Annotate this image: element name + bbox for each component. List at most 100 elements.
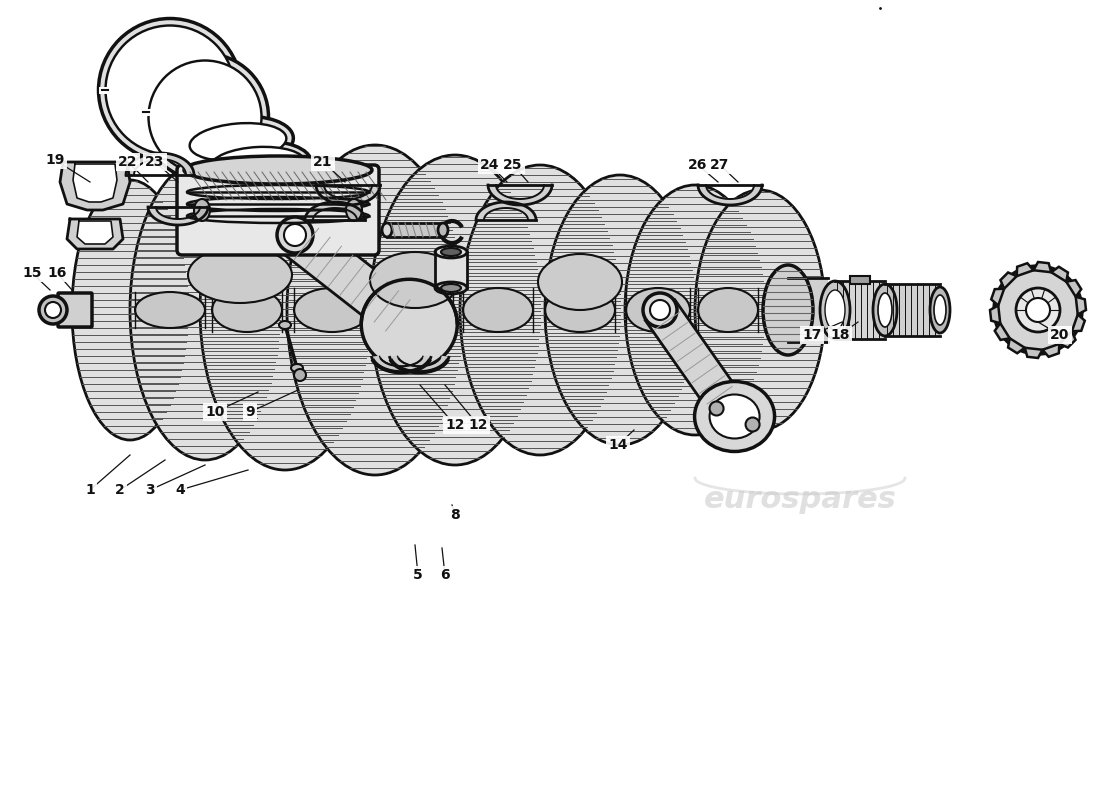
Ellipse shape [625, 185, 764, 435]
Text: 22: 22 [119, 155, 138, 169]
Polygon shape [282, 218, 422, 342]
Bar [90, 292, 850, 328]
Ellipse shape [698, 288, 758, 332]
Text: 9: 9 [245, 405, 255, 419]
Text: 19: 19 [45, 153, 65, 167]
Text: 15: 15 [22, 266, 42, 280]
Ellipse shape [287, 145, 463, 475]
Text: 26: 26 [689, 158, 707, 172]
Ellipse shape [544, 288, 615, 332]
Ellipse shape [382, 223, 392, 237]
Text: 17: 17 [802, 328, 822, 342]
Ellipse shape [930, 287, 950, 333]
Text: 27: 27 [711, 158, 729, 172]
Ellipse shape [695, 190, 825, 430]
Polygon shape [488, 185, 552, 205]
Polygon shape [77, 221, 113, 244]
Ellipse shape [544, 175, 695, 445]
Polygon shape [1043, 344, 1059, 357]
Polygon shape [148, 207, 208, 225]
Ellipse shape [370, 155, 540, 465]
Text: 18: 18 [830, 328, 849, 342]
Text: 25: 25 [504, 158, 522, 172]
Ellipse shape [538, 254, 621, 310]
Text: 1: 1 [85, 483, 95, 497]
Ellipse shape [183, 116, 294, 168]
Polygon shape [1071, 314, 1085, 331]
Text: 8: 8 [450, 508, 460, 522]
Text: 23: 23 [145, 155, 165, 169]
Ellipse shape [825, 290, 845, 330]
Polygon shape [991, 289, 1004, 306]
Text: 12: 12 [469, 418, 487, 432]
Bar [788, 278, 828, 342]
Polygon shape [372, 356, 431, 372]
Ellipse shape [763, 265, 813, 355]
Ellipse shape [188, 247, 292, 303]
Ellipse shape [72, 180, 188, 440]
Ellipse shape [189, 123, 286, 161]
Text: 21: 21 [314, 155, 332, 169]
Ellipse shape [284, 224, 306, 246]
Ellipse shape [878, 293, 892, 327]
Ellipse shape [45, 302, 60, 318]
Text: 16: 16 [47, 266, 67, 280]
Ellipse shape [377, 288, 453, 332]
Circle shape [746, 418, 760, 431]
Text: 6: 6 [440, 568, 450, 582]
FancyBboxPatch shape [177, 165, 380, 255]
Polygon shape [305, 202, 365, 220]
Ellipse shape [211, 147, 305, 181]
Ellipse shape [106, 26, 234, 154]
Ellipse shape [135, 292, 205, 328]
Ellipse shape [626, 288, 690, 332]
Ellipse shape [873, 284, 896, 336]
Ellipse shape [212, 288, 282, 332]
Ellipse shape [463, 288, 534, 332]
Ellipse shape [200, 150, 370, 470]
Circle shape [1026, 298, 1050, 322]
Polygon shape [1016, 263, 1034, 276]
Text: 24: 24 [481, 158, 499, 172]
Polygon shape [1059, 331, 1076, 347]
Ellipse shape [460, 165, 620, 455]
Polygon shape [73, 164, 117, 202]
Polygon shape [1025, 348, 1043, 358]
Ellipse shape [434, 282, 468, 294]
Polygon shape [1001, 273, 1016, 289]
Ellipse shape [279, 321, 292, 329]
Ellipse shape [710, 394, 760, 438]
Text: 5: 5 [414, 568, 422, 582]
Ellipse shape [292, 364, 302, 372]
Polygon shape [60, 162, 130, 210]
Ellipse shape [194, 199, 210, 221]
Polygon shape [646, 300, 749, 427]
Ellipse shape [142, 54, 268, 181]
Ellipse shape [694, 382, 774, 451]
Text: 20: 20 [1050, 328, 1069, 342]
Ellipse shape [441, 284, 461, 292]
Ellipse shape [434, 246, 468, 258]
Polygon shape [316, 185, 380, 205]
Ellipse shape [644, 293, 676, 327]
Polygon shape [698, 185, 762, 205]
Bar [850, 276, 870, 284]
Ellipse shape [441, 248, 461, 256]
Ellipse shape [130, 160, 280, 460]
Text: 12: 12 [446, 418, 464, 432]
Ellipse shape [294, 288, 370, 332]
Polygon shape [126, 153, 194, 175]
Bar [835, 281, 886, 339]
Ellipse shape [277, 217, 313, 253]
Ellipse shape [205, 141, 311, 187]
Circle shape [710, 402, 724, 415]
Polygon shape [389, 356, 449, 372]
Bar [387, 223, 443, 237]
Text: 3: 3 [145, 483, 155, 497]
Bar [434, 252, 468, 288]
Polygon shape [994, 323, 1010, 340]
Circle shape [1016, 288, 1060, 332]
Ellipse shape [650, 300, 670, 320]
Ellipse shape [438, 223, 448, 237]
Circle shape [994, 266, 1082, 354]
